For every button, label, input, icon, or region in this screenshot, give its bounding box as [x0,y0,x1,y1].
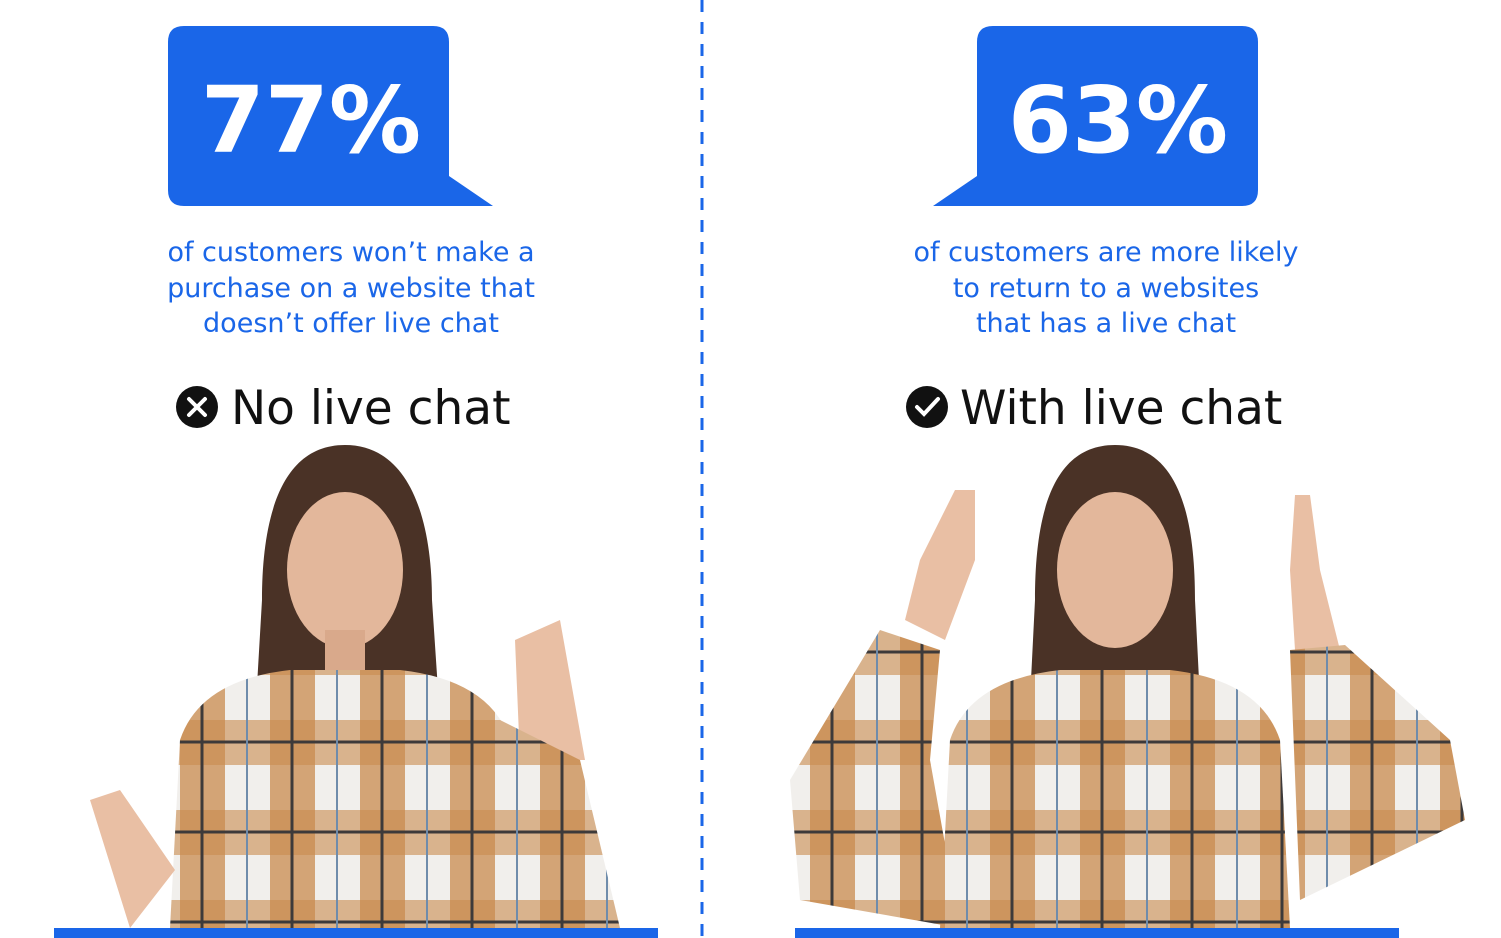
x-icon [176,386,218,428]
caption-line: purchase on a website that [167,273,535,304]
stat-bubble [933,26,1258,206]
caption-line: to return to a websites [953,273,1259,304]
stat-bubble [168,26,493,206]
caption-line: of customers won’t make a [167,237,534,268]
stat: 77% [201,67,421,174]
caption-line: doesn’t offer live chat [203,308,499,339]
base-bar [795,928,1399,938]
label: No live chat [231,381,511,436]
caption-line: of customers are more likely [914,237,1299,268]
stat: 63% [1008,67,1228,174]
person-photo [90,445,620,928]
caption-line: that has a live chat [976,308,1236,339]
person-photo [790,445,1465,928]
label: With live chat [960,381,1282,436]
check-icon [906,386,948,428]
base-bar [54,928,658,938]
